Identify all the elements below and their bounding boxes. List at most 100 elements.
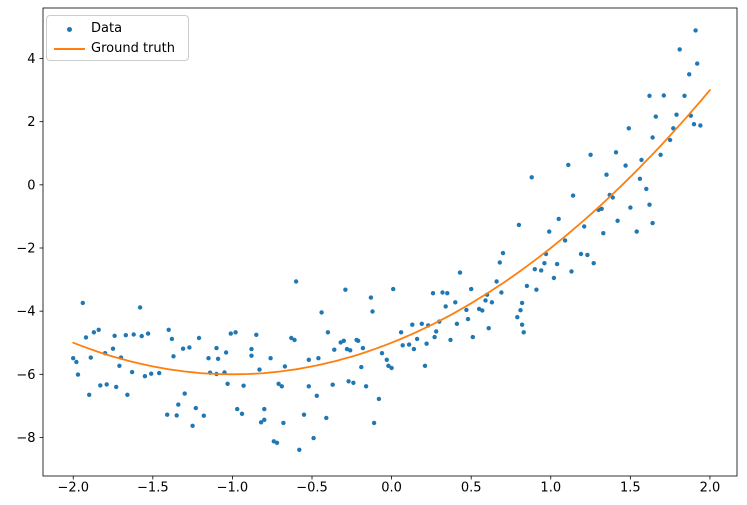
line-swatch-icon xyxy=(53,48,85,50)
x-tick-label: 1.5 xyxy=(620,481,641,496)
scatter-point xyxy=(193,405,198,411)
scatter-point xyxy=(626,126,631,131)
data-dot-icon xyxy=(66,26,72,32)
scatter-point xyxy=(235,406,240,412)
scatter-point xyxy=(647,93,652,99)
scatter-point xyxy=(190,423,195,428)
scatter-point xyxy=(325,330,331,335)
scatter-point xyxy=(363,384,369,389)
y-tick-label: 0 xyxy=(27,178,35,193)
scatter-point xyxy=(499,290,504,295)
scatter-point xyxy=(123,333,128,338)
scatter-point xyxy=(306,357,311,362)
scatter-point xyxy=(698,123,703,128)
scatter-point xyxy=(293,279,299,284)
scatter-point xyxy=(262,417,267,422)
scatter-point xyxy=(360,345,366,351)
scatter-point xyxy=(110,346,116,351)
legend-box: Data Ground truth xyxy=(46,15,189,61)
scatter-point xyxy=(180,346,186,351)
scatter-point xyxy=(547,229,552,234)
scatter-point xyxy=(469,286,474,292)
x-tick-label: 0.0 xyxy=(381,481,402,496)
legend-item-ground-truth: Ground truth xyxy=(47,39,188,59)
scatter-point xyxy=(391,286,396,292)
scatter-point xyxy=(464,307,469,313)
scatter-point xyxy=(480,308,485,313)
y-tick-label: 2 xyxy=(27,115,35,130)
scatter-point xyxy=(96,327,101,332)
scatter-point xyxy=(591,261,596,266)
scatter-point xyxy=(176,402,181,407)
scatter-point xyxy=(518,308,523,313)
scatter-point xyxy=(292,337,297,343)
scatter-point xyxy=(613,150,619,155)
scatter-point xyxy=(562,238,568,243)
scatter-point xyxy=(386,363,391,368)
scatter-point xyxy=(661,93,666,98)
x-tick-label: 1.0 xyxy=(540,481,561,496)
scatter-point xyxy=(515,315,520,320)
scatter-point xyxy=(389,365,394,371)
scatter-point xyxy=(667,137,673,143)
scatter-point xyxy=(443,304,448,309)
scatter-point xyxy=(582,224,587,229)
scatter-point xyxy=(414,336,420,342)
scatter-point xyxy=(588,152,593,157)
scatter-point xyxy=(182,391,187,396)
scatter-point xyxy=(311,435,316,441)
scatter-point xyxy=(465,316,471,322)
scatter-point xyxy=(258,420,264,425)
scatter-point xyxy=(410,322,415,327)
y-tick-label: −2 xyxy=(16,242,35,257)
scatter-point xyxy=(687,72,692,77)
scatter-point xyxy=(650,135,655,140)
scatter-point xyxy=(601,231,606,236)
scatter-point xyxy=(332,347,337,352)
scatter-point xyxy=(88,355,94,360)
scatter-point xyxy=(419,321,424,326)
scatter-point xyxy=(516,222,522,228)
scatter-point xyxy=(682,93,687,99)
scatter-point xyxy=(489,300,495,305)
scatter-point xyxy=(628,205,633,210)
scatter-point xyxy=(599,206,604,211)
scatter-point xyxy=(314,393,319,398)
scatter-point xyxy=(301,412,307,417)
y-tick-label: −8 xyxy=(16,431,35,446)
scatter-point xyxy=(330,382,335,387)
scatter-point xyxy=(519,300,525,306)
scatter-point xyxy=(604,172,609,177)
scatter-point xyxy=(233,330,238,335)
scatter-point xyxy=(494,279,499,284)
scatter-point xyxy=(578,251,584,257)
y-tick-label: 4 xyxy=(27,52,35,67)
scatter-point xyxy=(570,193,576,198)
ground-truth-curve xyxy=(72,89,711,376)
x-tick-label: 0.5 xyxy=(461,481,482,496)
scatter-point xyxy=(98,383,103,388)
scatter-point xyxy=(695,61,700,66)
scatter-point xyxy=(677,47,682,52)
scatter-point xyxy=(634,229,639,234)
scatter-point xyxy=(470,334,475,340)
scatter-point xyxy=(139,333,144,339)
scatter-point xyxy=(647,202,652,207)
scatter-point xyxy=(187,345,192,350)
legend-label-ground-truth: Ground truth xyxy=(91,41,175,56)
scatter-point xyxy=(521,330,526,335)
scatter-point xyxy=(453,300,458,305)
scatter-point xyxy=(351,380,356,385)
scatter-point xyxy=(454,321,460,326)
scatter-point xyxy=(658,152,663,157)
scatter-point xyxy=(671,126,676,131)
scatter-point xyxy=(534,287,539,292)
scatter-point xyxy=(215,356,221,361)
scatter-point xyxy=(424,341,429,346)
scatter-point xyxy=(201,413,206,418)
scatter-point xyxy=(532,267,537,272)
scatter-point xyxy=(249,346,254,352)
scatter-point xyxy=(249,353,254,358)
scatter-point xyxy=(91,330,97,335)
